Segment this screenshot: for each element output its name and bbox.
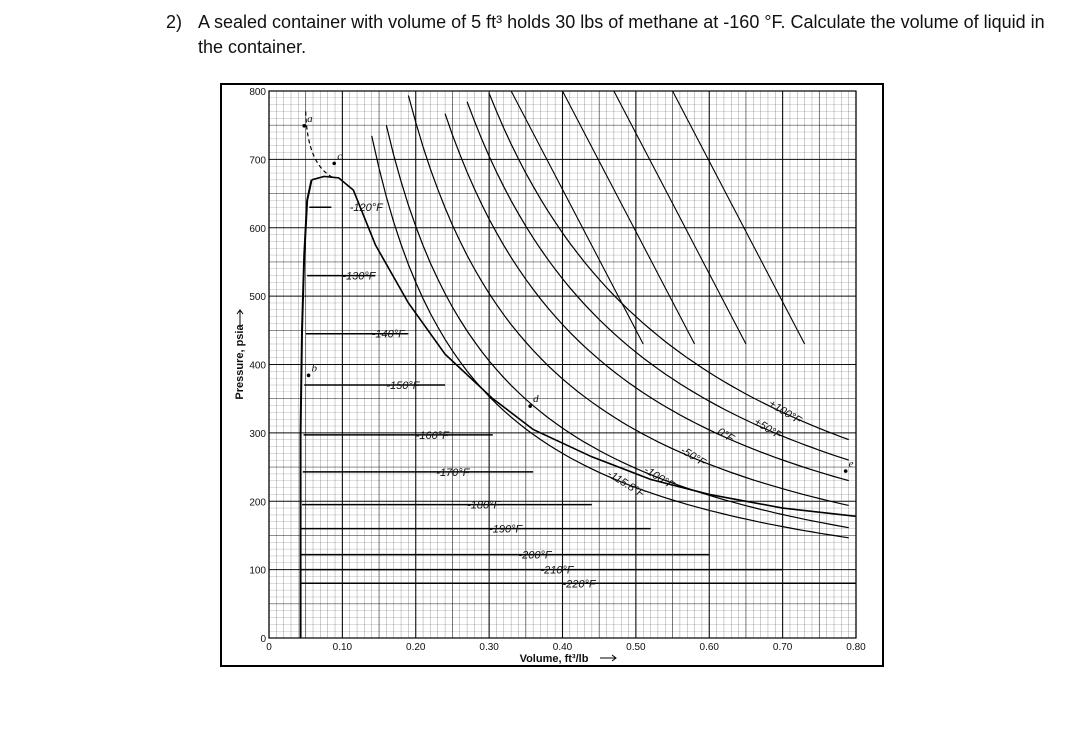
point-label: e bbox=[849, 458, 854, 470]
supercritical-isotherm bbox=[488, 93, 849, 441]
x-tick-label: 0.30 bbox=[479, 642, 499, 653]
dashed-curve bbox=[305, 111, 336, 180]
isotherm-label: -200°F bbox=[518, 550, 552, 562]
x-tick-label: 0.40 bbox=[553, 642, 573, 653]
point-marker bbox=[843, 469, 848, 473]
isotherm-label: -150°F bbox=[386, 380, 420, 392]
x-tick-label: 0.80 bbox=[846, 642, 866, 653]
diagonal-line bbox=[613, 90, 747, 345]
curves bbox=[299, 90, 857, 638]
x-tick-label: 0.10 bbox=[333, 642, 353, 653]
y-axis-arrow bbox=[236, 309, 244, 330]
y-axis-label: Pressure, psia bbox=[234, 324, 246, 400]
y-tick-label: 800 bbox=[249, 87, 266, 98]
liquid-line bbox=[299, 179, 313, 638]
question-number: 2) bbox=[166, 12, 183, 32]
x-tick-label: 0.50 bbox=[626, 642, 646, 653]
y-tick-label: 500 bbox=[249, 292, 266, 303]
isotherm-label: -220°F bbox=[563, 578, 597, 590]
supercritical-isotherm bbox=[466, 101, 849, 461]
supercritical-isotherm bbox=[385, 125, 849, 529]
point-marker bbox=[306, 373, 311, 378]
point-label: c bbox=[337, 150, 342, 162]
labels: -120°F -130°F -140°F -150°F -160°F -170°F -180… bbox=[302, 113, 854, 590]
diagonal-line bbox=[510, 90, 644, 345]
question-text: A sealed container with volume of 5 ft³ … bbox=[198, 12, 1045, 57]
grid bbox=[268, 90, 857, 639]
isotherm-label: -190°F bbox=[489, 524, 523, 536]
y-tick-label: 400 bbox=[249, 361, 266, 372]
isotherm-label: -160°F bbox=[416, 430, 450, 442]
y-tick-label: 0 bbox=[260, 634, 266, 645]
isotherm-label: -120°F bbox=[350, 202, 384, 214]
point-label: d bbox=[533, 393, 539, 405]
point-marker bbox=[528, 404, 532, 408]
point-label: b bbox=[312, 362, 318, 374]
y-tick-label: 600 bbox=[249, 224, 266, 235]
isotherm-label: -170°F bbox=[436, 467, 470, 479]
x-tick-label: 0.70 bbox=[773, 642, 793, 653]
isotherm-label: -140°F bbox=[372, 329, 406, 341]
y-tick-label: 200 bbox=[249, 497, 266, 508]
x-tick-label: 0.60 bbox=[700, 642, 720, 653]
supercritical-isotherm bbox=[407, 95, 849, 506]
diagonal-line bbox=[672, 90, 806, 345]
y-tick-label: 100 bbox=[249, 566, 266, 577]
y-tick-label: 300 bbox=[249, 429, 266, 440]
axes: Volume, ft³/lb Pressure, psia 0 0.10 0.20 0… bbox=[234, 87, 866, 665]
isotherm-label: -210°F bbox=[540, 565, 574, 577]
isotherm-label: -180°F bbox=[467, 500, 501, 512]
x-axis-label: Volume, ft³/lb bbox=[520, 653, 589, 665]
supercritical-isotherm bbox=[444, 113, 849, 482]
x-tick-label: 0 bbox=[266, 642, 272, 653]
x-axis-arrow bbox=[600, 654, 617, 662]
supercritical-isotherm bbox=[371, 135, 849, 539]
y-tick-label: 700 bbox=[249, 155, 266, 166]
point-label: a bbox=[307, 113, 313, 125]
isotherm-label: -130°F bbox=[342, 271, 376, 283]
x-tick-label: 0.20 bbox=[406, 642, 426, 653]
diagonal-line bbox=[562, 90, 696, 345]
point-marker bbox=[302, 123, 306, 128]
point-marker bbox=[332, 161, 337, 166]
